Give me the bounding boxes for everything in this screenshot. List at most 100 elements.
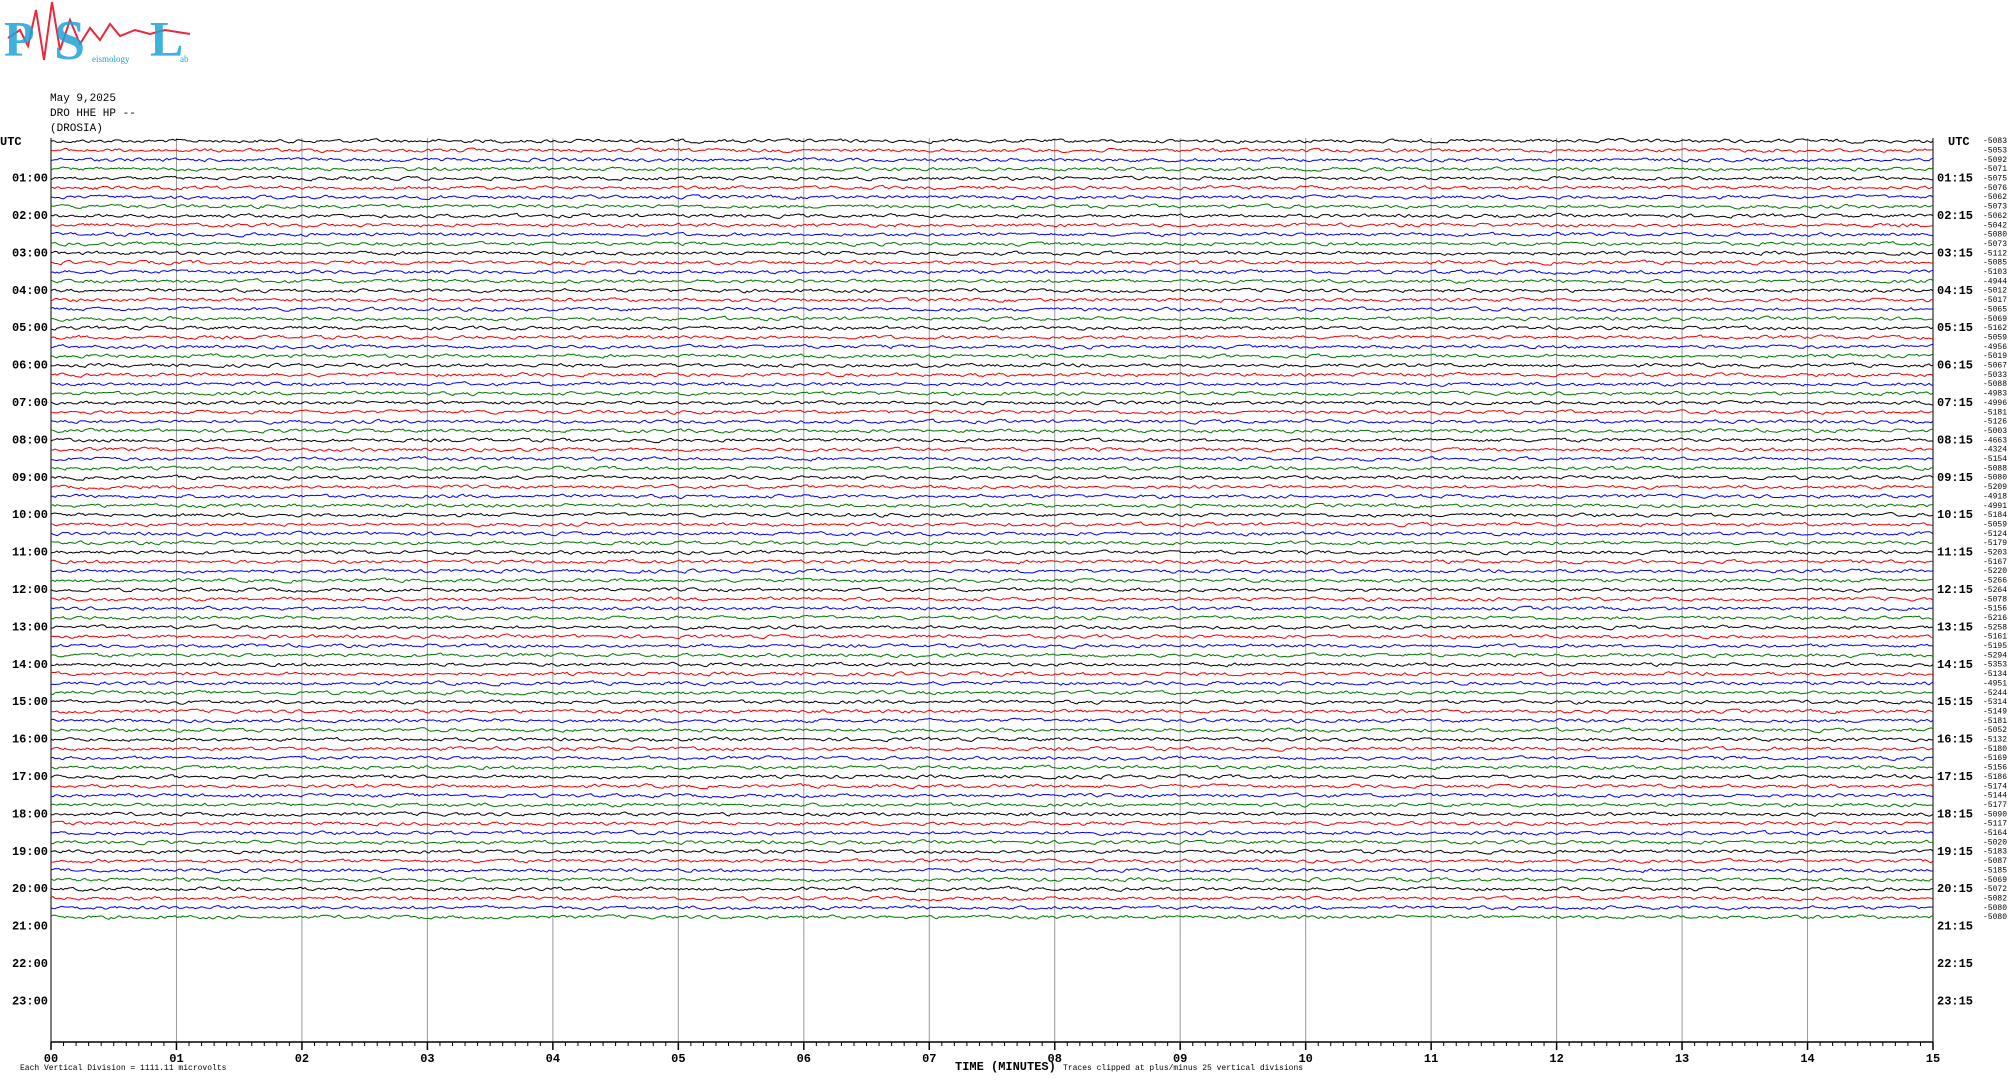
clip-note: Traces clipped at plus/minus 25 vertical… bbox=[1063, 1064, 1303, 1073]
scale-note: Each Vertical Division = 1111.11 microvo… bbox=[20, 1064, 227, 1073]
trace bbox=[50, 409, 1933, 415]
trace bbox=[50, 222, 1934, 228]
trace bbox=[50, 895, 1934, 902]
trace bbox=[50, 802, 1934, 808]
x-tick-label: 06 bbox=[797, 1052, 811, 1066]
x-tick-label: 08 bbox=[1048, 1052, 1062, 1066]
trace bbox=[50, 137, 1934, 145]
trace-offset: -5124 bbox=[1983, 530, 2007, 539]
site: (DROSIA) bbox=[50, 123, 103, 135]
trace-offset: -5169 bbox=[1983, 754, 2007, 763]
trace-offset: -5156 bbox=[1983, 764, 2007, 773]
trace-offset: -4324 bbox=[1983, 446, 2007, 455]
hour-label: 21:15 bbox=[1937, 920, 1973, 934]
left-axis-title: UTC bbox=[0, 135, 22, 149]
hour-label: 15:00 bbox=[12, 695, 48, 709]
hour-label: 13:15 bbox=[1937, 620, 1973, 634]
trace bbox=[50, 362, 1934, 369]
trace bbox=[50, 418, 1934, 425]
trace bbox=[50, 680, 1934, 687]
trace-offset: -5181 bbox=[1983, 717, 2007, 726]
hour-label: 10:15 bbox=[1937, 508, 1973, 522]
logo-letter: L bbox=[150, 10, 183, 66]
trace bbox=[50, 774, 1934, 780]
hour-label: 21:00 bbox=[12, 920, 48, 934]
trace bbox=[51, 456, 1934, 462]
trace-offset: -5033 bbox=[1983, 371, 2007, 380]
x-tick-label: 13 bbox=[1675, 1052, 1689, 1066]
trace-offset: -5244 bbox=[1983, 689, 2007, 698]
hour-label: 20:00 bbox=[12, 882, 48, 896]
hour-label: 08:00 bbox=[12, 433, 48, 447]
trace-offset: -5019 bbox=[1983, 352, 2007, 361]
x-tick-label: 05 bbox=[671, 1052, 685, 1066]
trace bbox=[50, 203, 1934, 210]
logo-letter: S bbox=[54, 10, 85, 72]
trace bbox=[50, 287, 1934, 294]
hour-label: 04:00 bbox=[12, 284, 48, 298]
trace-offset: -5266 bbox=[1983, 577, 2007, 586]
trace bbox=[50, 876, 1933, 883]
hour-label: 23:00 bbox=[12, 994, 48, 1008]
hour-label: 19:00 bbox=[12, 845, 48, 859]
trace bbox=[50, 596, 1934, 603]
trace bbox=[50, 381, 1934, 387]
trace-offset: -5220 bbox=[1983, 567, 2007, 576]
trace bbox=[50, 558, 1934, 565]
hour-label: 04:15 bbox=[1937, 284, 1973, 298]
trace-offset: -5179 bbox=[1983, 539, 2007, 548]
trace-offset: -5069 bbox=[1983, 876, 2007, 885]
trace bbox=[50, 549, 1934, 556]
trace bbox=[50, 278, 1934, 285]
trace bbox=[50, 297, 1934, 303]
trace bbox=[50, 250, 1934, 256]
x-tick-label: 15 bbox=[1926, 1052, 1940, 1066]
trace bbox=[50, 166, 1934, 172]
trace-offset: -5073 bbox=[1983, 240, 2007, 249]
trace-offset: -5183 bbox=[1983, 848, 2007, 857]
hour-label: 23:15 bbox=[1937, 994, 1973, 1008]
trace-offset: -5020 bbox=[1983, 838, 2007, 847]
x-tick-label: 03 bbox=[420, 1052, 434, 1066]
trace-offset: -5195 bbox=[1983, 642, 2007, 651]
trace-offset: -5132 bbox=[1983, 736, 2007, 745]
trace-offset: -4951 bbox=[1983, 679, 2007, 688]
trace-offset: -5184 bbox=[1983, 511, 2007, 520]
x-axis-title: TIME (MINUTES) bbox=[955, 1060, 1056, 1074]
trace-offset: -5059 bbox=[1983, 520, 2007, 529]
trace-offset: -5353 bbox=[1983, 661, 2007, 670]
trace-offset: -5203 bbox=[1983, 549, 2007, 558]
trace bbox=[50, 820, 1934, 827]
trace-offset: -5080 bbox=[1983, 904, 2007, 913]
trace-offset: -5162 bbox=[1983, 324, 2007, 333]
trace bbox=[50, 839, 1934, 846]
trace-offset: -5090 bbox=[1983, 810, 2007, 819]
hour-label: 14:15 bbox=[1937, 658, 1973, 672]
x-tick-label: 14 bbox=[1800, 1052, 1814, 1066]
trace-offset: -5067 bbox=[1983, 362, 2007, 371]
trace bbox=[50, 624, 1934, 631]
traces bbox=[50, 137, 1934, 920]
hour-label: 15:15 bbox=[1937, 695, 1973, 709]
trace-offset: -5258 bbox=[1983, 623, 2007, 632]
hour-label: 01:00 bbox=[12, 172, 48, 186]
trace-offset: -4956 bbox=[1983, 343, 2007, 352]
trace bbox=[50, 353, 1934, 359]
hour-label: 09:15 bbox=[1937, 471, 1973, 485]
hour-label: 03:00 bbox=[12, 246, 48, 260]
x-tick-label: 04 bbox=[546, 1052, 560, 1066]
hour-label: 18:15 bbox=[1937, 807, 1973, 821]
logo-wave bbox=[7, 1, 191, 61]
trace-offset: -5092 bbox=[1983, 156, 2007, 165]
hour-label: 11:00 bbox=[12, 546, 48, 560]
hour-label: 22:15 bbox=[1937, 957, 1973, 971]
hour-label: 07:15 bbox=[1937, 396, 1973, 410]
trace bbox=[50, 511, 1934, 518]
trace bbox=[50, 792, 1934, 799]
trace-offset: -5071 bbox=[1983, 165, 2007, 174]
trace bbox=[50, 194, 1934, 201]
trace bbox=[50, 605, 1934, 612]
logo: P S L eismology ab bbox=[4, 1, 191, 72]
trace-offset: -5017 bbox=[1983, 296, 2007, 305]
trace bbox=[50, 493, 1934, 500]
